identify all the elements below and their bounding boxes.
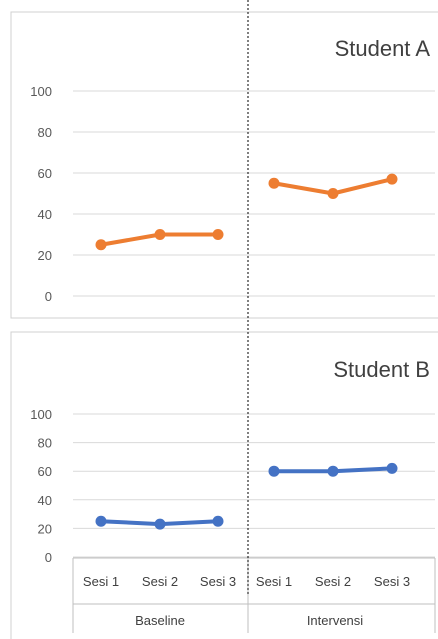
panel-b-gridlines [73,413,435,558]
y-tick-label: 40 [38,493,52,508]
panel-a-frame [10,11,438,319]
panel-b-title: Student B [333,357,430,382]
data-point-intervensi-1 [268,177,280,189]
phase-label-baseline: Baseline [135,613,185,628]
y-tick-label: 0 [45,289,52,304]
panel-a-gridlines [73,90,435,297]
y-tick-label: 80 [38,125,52,140]
y-tick-label: 100 [30,407,52,422]
data-point-baseline-1 [95,515,107,527]
data-point-intervensi-3 [386,462,398,474]
data-point-baseline-3 [212,229,224,240]
category-label: Sesi 3 [374,574,410,589]
y-tick-label: 40 [38,207,52,222]
category-labels: Sesi 1 Sesi 2 Sesi 3 Sesi 1 Sesi 2 Sesi 3 [83,574,410,589]
panel-a-title: Student A [335,36,431,61]
category-label: Sesi 3 [200,574,236,589]
y-tick-label: 0 [45,550,52,565]
y-tick-label: 100 [30,84,52,99]
panel-a-y-tick-labels: 0 20 40 60 80 100 [30,84,52,304]
category-label: Sesi 2 [315,574,351,589]
category-label: Sesi 1 [83,574,119,589]
panel-student-a: Student A 0 20 40 60 80 100 [10,11,438,319]
data-point-baseline-3 [212,515,224,527]
data-point-baseline-2 [154,229,166,240]
y-tick-label: 60 [38,464,52,479]
category-axis: Sesi 1 Sesi 2 Sesi 3 Sesi 1 Sesi 2 Sesi 3 Bas… [72,557,436,633]
phase-label-intervensi: Intervensi [307,613,363,628]
panel-b-frame [10,331,438,639]
data-point-intervensi-2 [327,188,339,199]
category-label: Sesi 2 [142,574,178,589]
y-tick-label: 60 [38,166,52,181]
data-point-intervensi-2 [327,465,339,477]
panel-b-series [95,462,398,530]
y-tick-label: 20 [38,248,52,263]
panel-student-b: Student B 0 20 40 60 80 100 [10,331,438,639]
data-point-intervensi-1 [268,465,280,477]
data-point-baseline-2 [154,518,166,530]
panel-b-y-tick-labels: 0 20 40 60 80 100 [30,407,52,565]
panel-a-series [95,173,398,251]
data-point-baseline-1 [95,239,107,251]
y-tick-label: 80 [38,436,52,451]
category-label: Sesi 1 [256,574,292,589]
y-tick-label: 20 [38,521,52,536]
data-point-intervensi-3 [386,173,398,185]
